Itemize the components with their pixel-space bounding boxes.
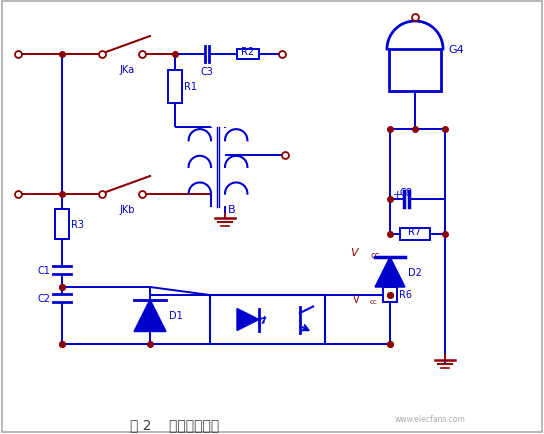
Bar [237,50,259,60]
Bar [389,50,441,92]
Bar [210,295,325,344]
Bar [55,210,69,240]
Text: V: V [354,294,360,304]
Bar [400,228,430,240]
Text: G4: G4 [448,45,463,55]
Polygon shape [237,309,259,331]
Bar [383,287,397,302]
Text: +: + [392,190,401,200]
Text: C1: C1 [37,265,50,275]
Text: www.elecfans.com: www.elecfans.com [394,414,466,424]
Bar [168,71,182,104]
Text: cc: cc [370,298,378,304]
Polygon shape [375,257,405,287]
Text: R7: R7 [409,227,422,237]
Text: R6: R6 [399,289,412,299]
Text: JKb: JKb [119,204,135,214]
Text: C2: C2 [37,293,50,303]
Text: C8: C8 [399,187,412,197]
Text: B: B [228,204,236,214]
Text: JKa: JKa [120,65,134,75]
Text: cc: cc [370,250,379,259]
Text: R2: R2 [242,47,255,57]
Polygon shape [134,300,166,332]
Text: D2: D2 [408,267,422,277]
Text: 图 2    振鈴检测电路: 图 2 振鈴检测电路 [131,417,220,431]
Text: R1: R1 [184,82,197,92]
Text: V: V [350,247,358,257]
Text: R3: R3 [71,220,84,230]
Text: C3: C3 [201,67,213,77]
Text: D1: D1 [169,311,183,321]
